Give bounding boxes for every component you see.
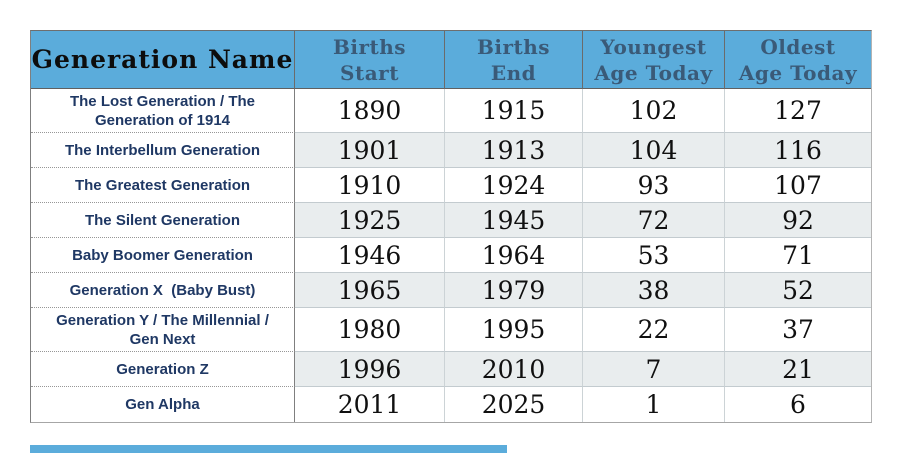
youngest-age-cell: 104 [583, 133, 725, 168]
births-start-cell: 2011 [295, 387, 445, 422]
generations-table: Generation Name Births Start Births End … [30, 30, 872, 423]
births-end-cell: 1945 [445, 203, 583, 238]
generation-name-cell: Baby Boomer Generation [31, 238, 295, 273]
births-end-cell: 1964 [445, 238, 583, 273]
births-end-cell: 2025 [445, 387, 583, 422]
header-births-end: Births End [445, 31, 583, 89]
oldest-age-cell: 6 [725, 387, 871, 422]
table-row: Generation Z 1996 2010 7 21 [31, 352, 871, 387]
oldest-age-cell: 107 [725, 168, 871, 203]
births-end-cell: 1924 [445, 168, 583, 203]
header-births-start: Births Start [295, 31, 445, 89]
youngest-age-cell: 22 [583, 308, 725, 352]
births-start-cell: 1946 [295, 238, 445, 273]
header-generation-name: Generation Name [31, 31, 295, 89]
youngest-age-cell: 38 [583, 273, 725, 308]
bottom-blue-bar [30, 445, 507, 453]
youngest-age-cell: 1 [583, 387, 725, 422]
generation-name-cell: The Greatest Generation [31, 168, 295, 203]
table-row: Gen Alpha 2011 2025 1 6 [31, 387, 871, 422]
births-end-cell: 1915 [445, 89, 583, 133]
births-start-cell: 1890 [295, 89, 445, 133]
table-row: The Interbellum Generation 1901 1913 104… [31, 133, 871, 168]
oldest-age-cell: 92 [725, 203, 871, 238]
births-start-cell: 1910 [295, 168, 445, 203]
table-row: The Silent Generation 1925 1945 72 92 [31, 203, 871, 238]
generation-name-cell: Generation X (Baby Bust) [31, 273, 295, 308]
table-row: Generation X (Baby Bust) 1965 1979 38 52 [31, 273, 871, 308]
generation-name-cell: Gen Alpha [31, 387, 295, 422]
oldest-age-cell: 52 [725, 273, 871, 308]
youngest-age-cell: 53 [583, 238, 725, 273]
births-end-cell: 2010 [445, 352, 583, 387]
header-oldest-age: Oldest Age Today [725, 31, 871, 89]
births-start-cell: 1925 [295, 203, 445, 238]
table-row: Generation Y / The Millennial / Gen Next… [31, 308, 871, 352]
youngest-age-cell: 7 [583, 352, 725, 387]
oldest-age-cell: 116 [725, 133, 871, 168]
youngest-age-cell: 102 [583, 89, 725, 133]
table-header-row: Generation Name Births Start Births End … [31, 31, 871, 89]
births-end-cell: 1979 [445, 273, 583, 308]
generation-name-cell: Generation Y / The Millennial / Gen Next [31, 308, 295, 352]
table-row: The Greatest Generation 1910 1924 93 107 [31, 168, 871, 203]
births-start-cell: 1965 [295, 273, 445, 308]
header-youngest-age: Youngest Age Today [583, 31, 725, 89]
births-end-cell: 1913 [445, 133, 583, 168]
youngest-age-cell: 93 [583, 168, 725, 203]
youngest-age-cell: 72 [583, 203, 725, 238]
oldest-age-cell: 21 [725, 352, 871, 387]
generation-name-cell: The Silent Generation [31, 203, 295, 238]
table-row: Baby Boomer Generation 1946 1964 53 71 [31, 238, 871, 273]
generation-name-cell: The Lost Generation / The Generation of … [31, 89, 295, 133]
oldest-age-cell: 127 [725, 89, 871, 133]
births-start-cell: 1901 [295, 133, 445, 168]
table-row: The Lost Generation / The Generation of … [31, 89, 871, 133]
generation-name-cell: The Interbellum Generation [31, 133, 295, 168]
births-end-cell: 1995 [445, 308, 583, 352]
generation-name-cell: Generation Z [31, 352, 295, 387]
births-start-cell: 1996 [295, 352, 445, 387]
oldest-age-cell: 37 [725, 308, 871, 352]
oldest-age-cell: 71 [725, 238, 871, 273]
births-start-cell: 1980 [295, 308, 445, 352]
